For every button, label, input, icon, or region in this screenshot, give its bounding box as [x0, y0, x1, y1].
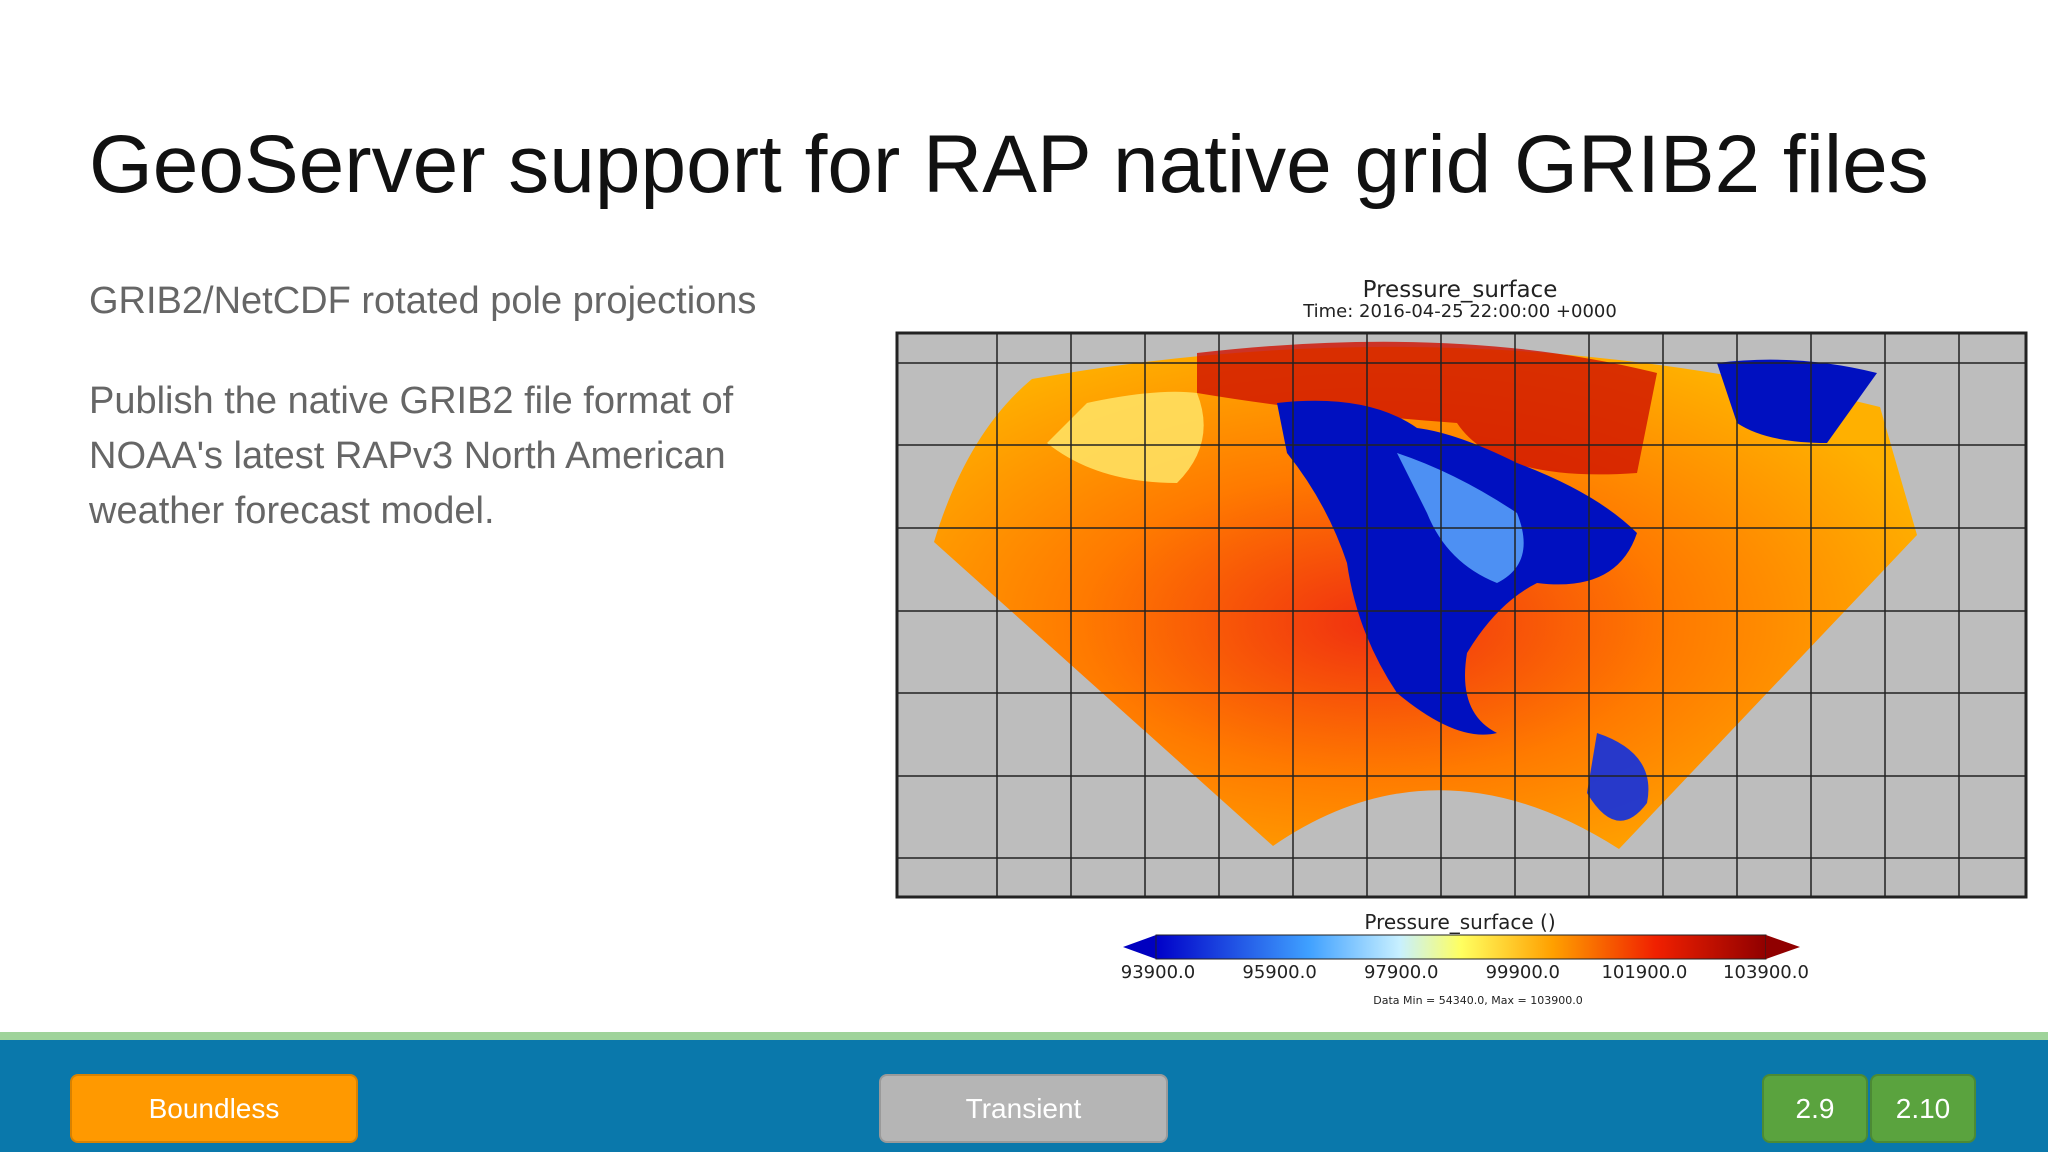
subtitle: GRIB2/NetCDF rotated pole projections [89, 280, 757, 322]
paragraph: Publish the native GRIB2 file format of … [89, 380, 734, 532]
version-button[interactable]: 2.10 [1870, 1074, 1976, 1143]
high-pressure [1197, 341, 1657, 475]
figure-title: Pressure_surface [1363, 277, 1558, 303]
slide-title: GeoServer support for RAP native grid GR… [89, 119, 1929, 210]
boundless-button[interactable]: Boundless [70, 1074, 358, 1143]
colorbar-tick-label: 95900.0 [1242, 962, 1316, 983]
colorbar-arrow-high [1766, 935, 1800, 959]
colorbar-tick-label: 99900.0 [1486, 962, 1560, 983]
terrain-greenland [1717, 359, 1877, 443]
colorbar-tick-label: 103900.0 [1723, 962, 1809, 983]
map [895, 331, 2028, 899]
colorbar-tick-label: 93900.0 [1121, 962, 1195, 983]
colorbar [1155, 934, 1767, 960]
colorbar-label: Pressure_surface () [1364, 910, 1555, 934]
terrain-mid [1397, 453, 1524, 583]
footer-bar: Boundless Transient 2.9 2.10 [0, 1032, 2048, 1152]
terrain-south [1587, 733, 1649, 821]
data-range-note: Data Min = 54340.0, Max = 103900.0 [1373, 994, 1582, 1007]
colorbar-tick-label: 97900.0 [1364, 962, 1438, 983]
colorbar-tick-label: 101900.0 [1601, 962, 1687, 983]
transient-button[interactable]: Transient [879, 1074, 1168, 1143]
colorbar-arrow-low [1123, 935, 1156, 959]
figure: Pressure_surface Time: 2016-04-25 22:00:… [895, 277, 2028, 1007]
graticule [897, 333, 2026, 897]
low-pressure [1047, 391, 1204, 483]
version-button[interactable]: 2.9 [1762, 1074, 1868, 1143]
figure-time: Time: 2016-04-25 22:00:00 +0000 [1302, 301, 1617, 322]
map-frame [895, 331, 2028, 899]
